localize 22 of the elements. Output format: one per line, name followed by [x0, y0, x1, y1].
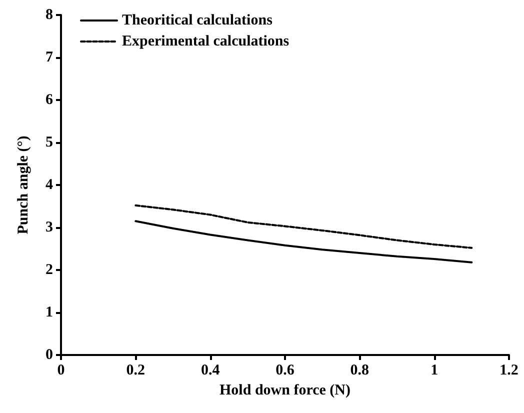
y-tick-label: 7 [46, 50, 54, 66]
legend-label: Experimental calculations [122, 34, 290, 50]
y-tick-label: 6 [46, 92, 54, 108]
y-tick-label: 5 [46, 134, 53, 150]
x-tick-label: 0.4 [200, 362, 220, 378]
line-series [134, 220, 473, 264]
y-tick-label: 3 [46, 220, 53, 236]
y-tick-label: 2 [46, 262, 53, 278]
x-axis-title: Hold down force (N) [220, 382, 350, 398]
x-tick-label: 1.2 [500, 362, 518, 378]
line-series [134, 204, 473, 249]
y-tick-label: 1 [46, 304, 53, 320]
legend-label: Theoritical calculations [122, 12, 273, 28]
y-tick-label: 0 [46, 347, 53, 363]
x-tick-label: 0 [57, 362, 65, 378]
y-tick-label: 8 [46, 7, 53, 23]
y-axis-title: Punch angle (°) [16, 136, 32, 234]
x-tick-label: 0.8 [350, 362, 370, 378]
x-tick-label: 1 [430, 362, 438, 378]
x-tick-label: 0.2 [126, 362, 146, 378]
x-tick-label: 0.6 [276, 362, 295, 378]
y-tick-label: 4 [46, 177, 54, 193]
